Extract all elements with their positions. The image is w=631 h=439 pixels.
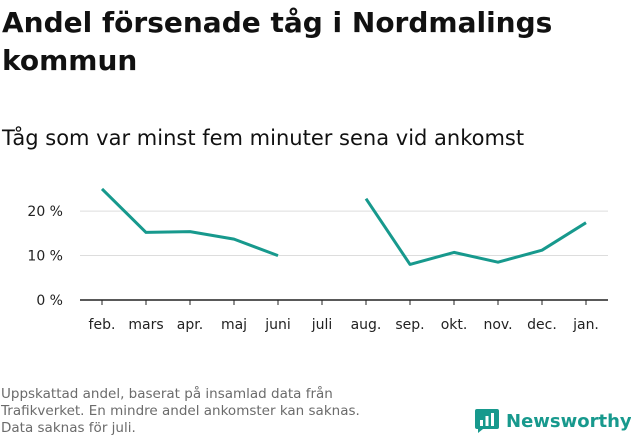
series-lines (100, 187, 587, 266)
x-tick-label: apr. (177, 317, 203, 333)
series-line (364, 197, 587, 266)
series-line (100, 187, 279, 258)
x-tick-label: maj (221, 317, 247, 333)
bar-chart-speech-bubble-icon (475, 409, 499, 433)
x-tick-label: okt. (441, 317, 468, 333)
x-tick-labels: feb. mars apr. maj juni juli aug. sep. okt. nov. d… (89, 317, 599, 333)
y-tick-label: 20 % (27, 204, 63, 220)
y-tick-labels: 0 % 10 % 20 % (27, 204, 63, 309)
footnote-line-1: Uppskattad andel, baserat på insamlad da… (1, 386, 333, 402)
x-tick-label: feb. (89, 317, 116, 333)
brand-logo: Newsworthy (474, 408, 631, 434)
line-chart: 0 % 10 % 20 % feb. mars apr. maj juni juli aug. s… (27, 187, 608, 333)
x-tick-label: aug. (351, 317, 382, 333)
x-tick-label: jan. (572, 317, 599, 333)
x-tick-label: juli (311, 317, 333, 333)
x-tick-label: mars (128, 317, 163, 333)
brand-name: Newsworthy (506, 410, 631, 432)
y-tick-label: 0 % (36, 293, 63, 309)
x-tick-label: dec. (527, 317, 557, 333)
x-tick-label: nov. (483, 317, 512, 333)
y-tick-label: 10 % (27, 249, 63, 265)
x-tick-label: sep. (395, 317, 424, 333)
chart-subtitle: Tåg som var minst fem minuter sena vid a… (2, 126, 525, 150)
footnote: Uppskattad andel, baserat på insamlad da… (1, 386, 451, 437)
chart-title: Andel försenade tåg i Nordmalings kommun (2, 6, 553, 77)
footnote-line-2: Trafikverket. En mindre andel ankomster … (1, 403, 360, 419)
x-tick-label: juni (264, 317, 291, 333)
x-axis (80, 299, 608, 305)
footnote-line-3: Data saknas för juli. (1, 420, 136, 436)
